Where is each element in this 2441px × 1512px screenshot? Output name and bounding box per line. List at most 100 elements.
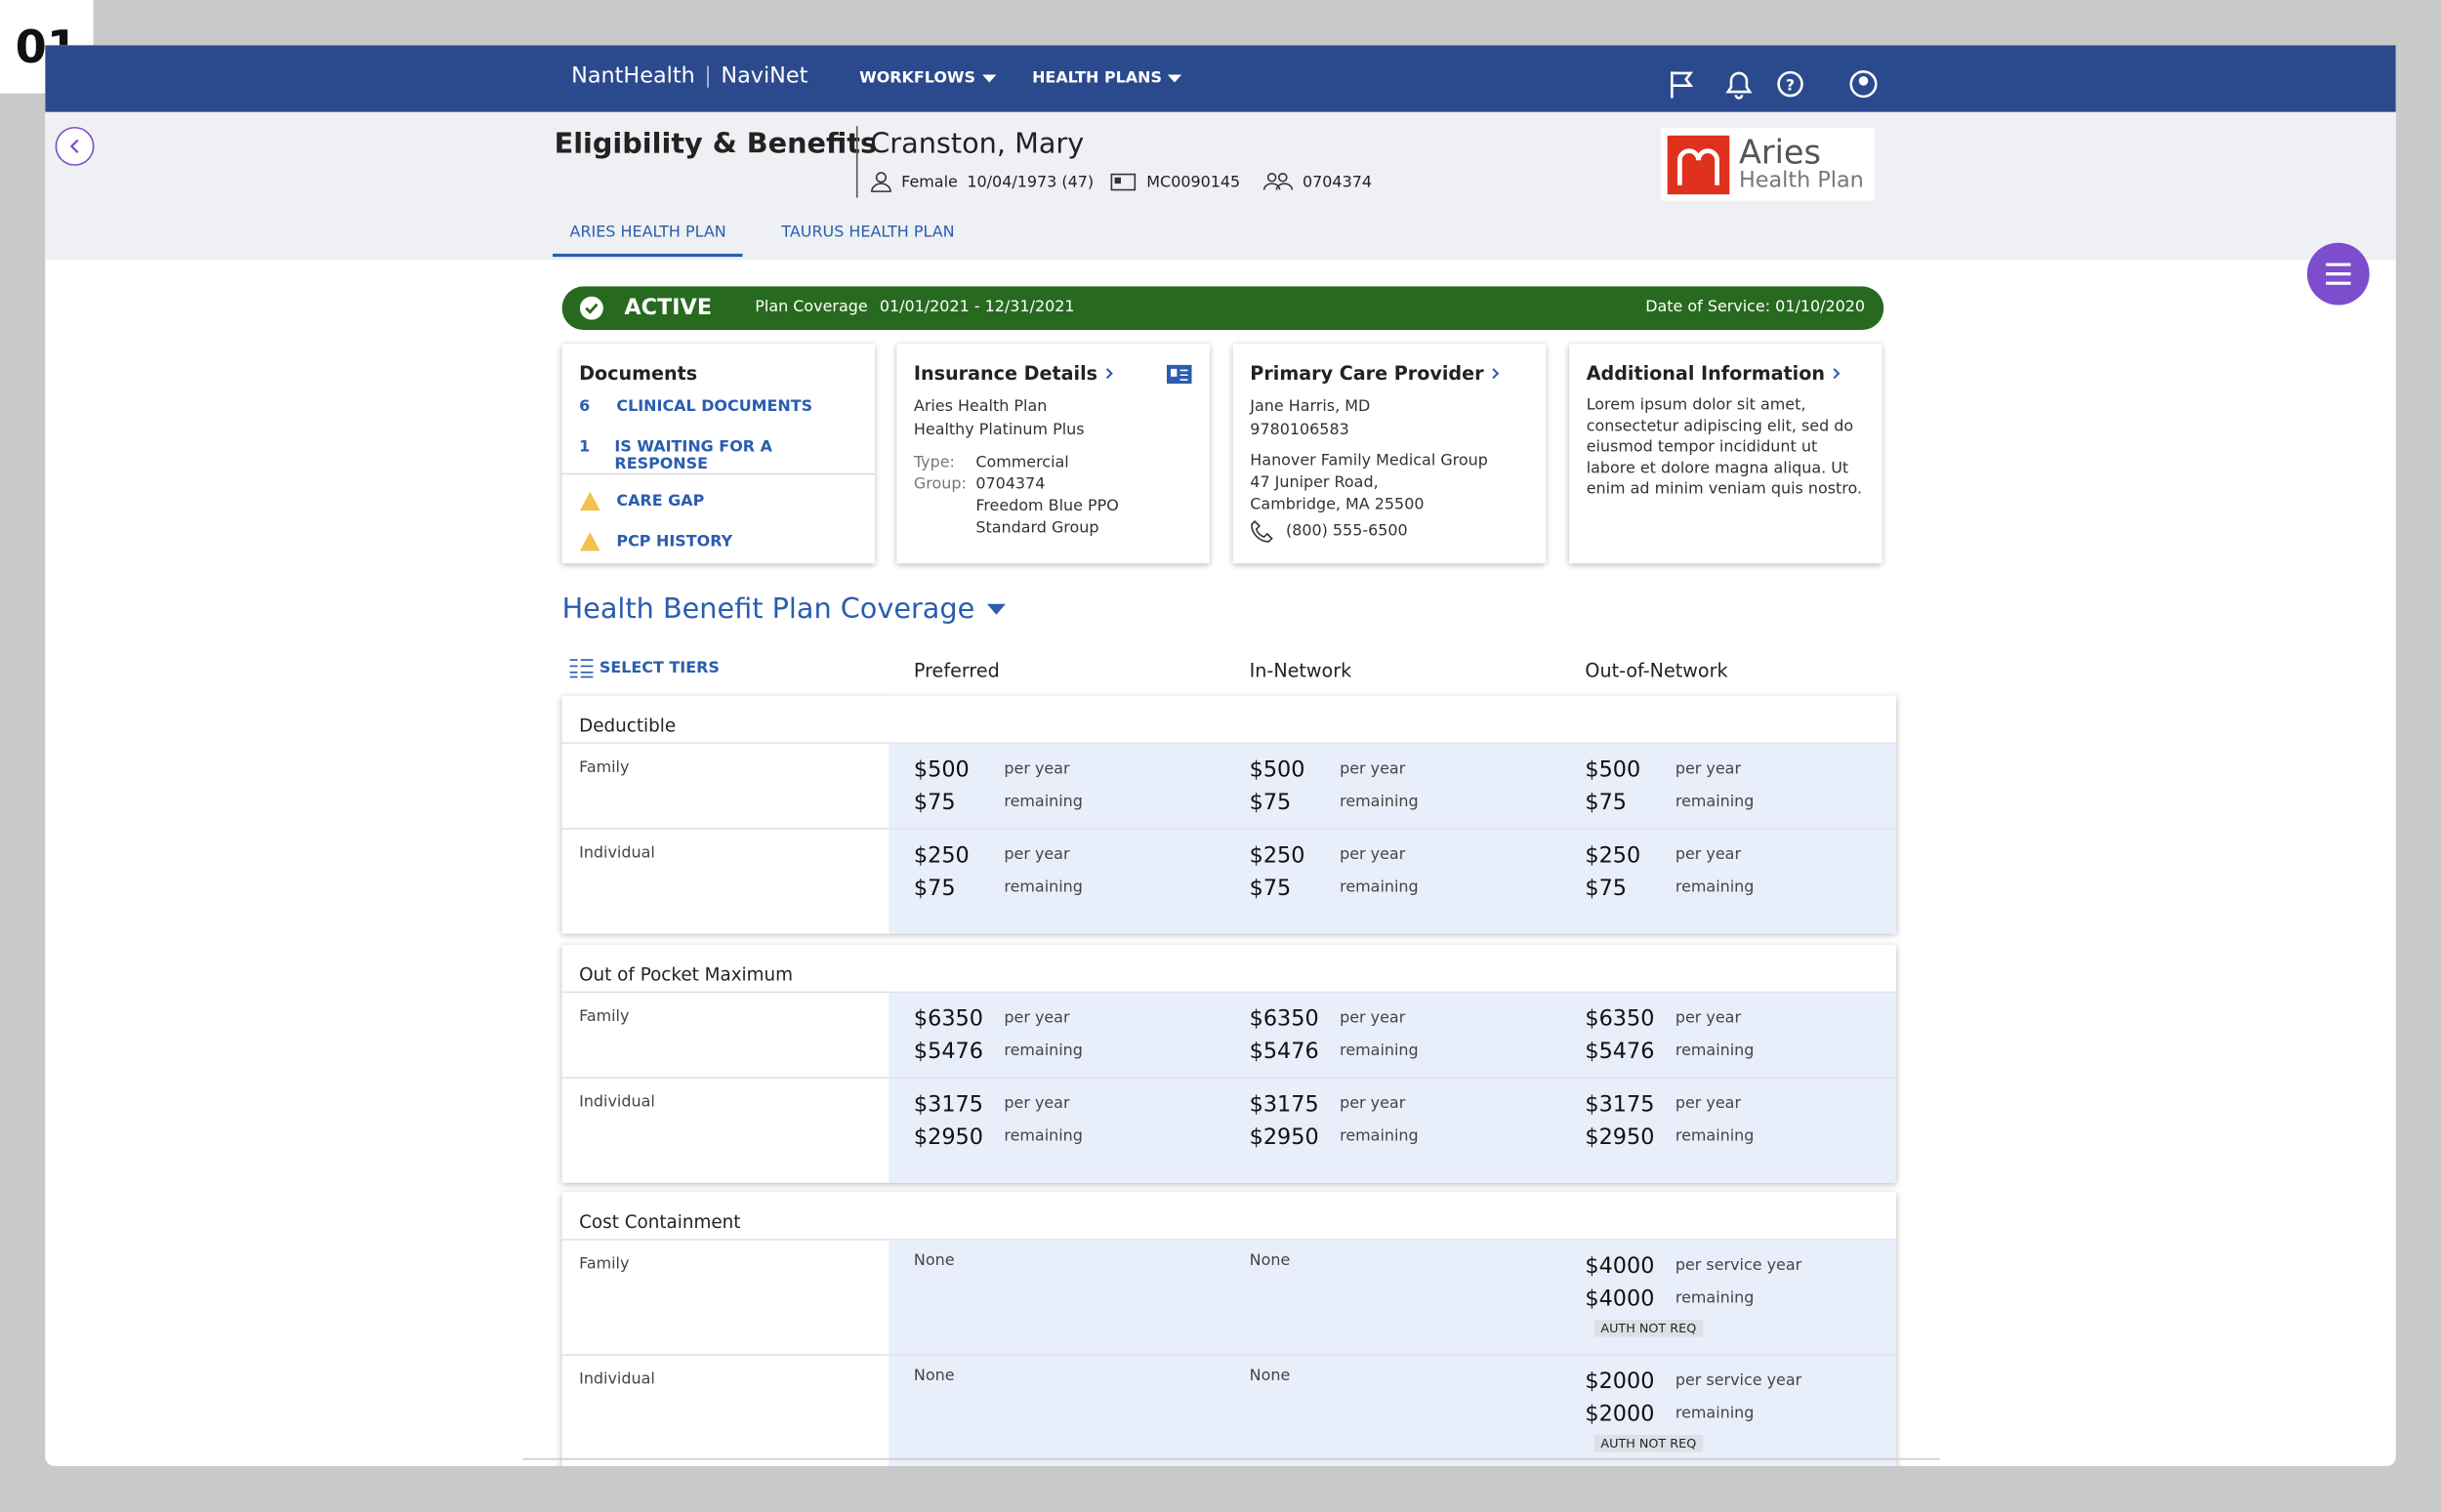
document-count: 6: [579, 398, 591, 416]
bell-icon[interactable]: [1725, 71, 1753, 100]
chevron: [1105, 368, 1113, 380]
amount: $75 remaining: [914, 872, 1200, 904]
amount-value: $75: [1249, 790, 1292, 815]
benefit-cell: None: [1224, 1240, 1560, 1355]
tag-wrap: AUTH NOT REQ: [1585, 1315, 1871, 1337]
select-tiers[interactable]: SELECT TIERS: [569, 658, 720, 678]
amount: $75 remaining: [1250, 786, 1536, 818]
help-icon[interactable]: [1777, 70, 1803, 98]
benefit-section: Deductible Family $500 per year $75 remaining…: [561, 695, 1896, 934]
nav-menu-label: HEALTH PLANS: [1032, 69, 1162, 88]
amount-note: per year: [1675, 1095, 1742, 1113]
section-head: Deductible: [562, 695, 1896, 743]
amount-note: per year: [1675, 846, 1742, 864]
amount-value: $6350: [913, 1005, 983, 1032]
amount: $250 per year: [1250, 838, 1536, 871]
amount-value: $5476: [913, 1039, 983, 1064]
benefit-cell: $250 per year $75 remaining: [1559, 829, 1896, 934]
date-of-service: Date of Service: 01/10/2020: [1645, 299, 1866, 316]
amount-value: $2000: [1585, 1401, 1655, 1427]
amount-value: $2950: [913, 1124, 983, 1150]
back-button[interactable]: [55, 125, 99, 169]
amount-note: remaining: [1340, 1042, 1419, 1060]
cell-text: None: [913, 1252, 955, 1271]
header: Eligibility & Benefits Cranston, Mary Fe…: [45, 111, 2396, 261]
nav-icons: ?: [1671, 70, 1878, 100]
cell-spacer: [1559, 1192, 1896, 1240]
amount-value: $3175: [1585, 1091, 1655, 1117]
cell-text: None: [1249, 1252, 1291, 1271]
amount-value: $6350: [1249, 1005, 1319, 1032]
benefit-row: Family $500 per year $75 remaining $500 per ye…: [561, 742, 1896, 829]
row-label: Individual: [579, 1093, 655, 1112]
page-title: Eligibility & Benefits: [554, 127, 878, 161]
info-card: Additional Information Lorem ipsum dolor …: [1569, 344, 1882, 564]
document-link[interactable]: 1 IS WAITING FOR A RESPONSE: [579, 439, 857, 479]
plan-line: Aries Health Plan: [913, 398, 1048, 416]
dob: 10/04/1973 (47): [967, 173, 1095, 191]
amount-note: per year: [1340, 1095, 1406, 1113]
amount-value: $5476: [1249, 1039, 1319, 1064]
amount: $250 per year: [1585, 838, 1871, 871]
section-title: Cost Containment: [579, 1210, 741, 1233]
amount: $4000 remaining: [1585, 1283, 1871, 1315]
phone-number: (800) 555-6500: [1285, 522, 1408, 541]
nav-menu[interactable]: WORKFLOWS: [859, 69, 996, 88]
amount-note: remaining: [1004, 1127, 1083, 1146]
flag-icon[interactable]: [1671, 71, 1694, 99]
alert-label: CARE GAP: [616, 492, 705, 511]
amount-value: $250: [1249, 842, 1305, 868]
benefit-cell: $3175 per year $2950 remaining: [889, 1078, 1225, 1183]
cell-spacer: [1559, 944, 1896, 992]
benefit-row: Family None None $4000 per service year $4000…: [561, 1239, 1896, 1355]
card-title[interactable]: Additional Information: [1587, 362, 1865, 385]
benefit-cell: $250 per year $75 remaining: [1224, 829, 1560, 934]
page: NantHealth | NaviNet ? WORKFLOWS HEALTH P…: [45, 45, 2396, 1466]
amount-note: remaining: [1675, 1405, 1755, 1423]
card-title[interactable]: Insurance Details: [914, 362, 1192, 385]
benefit-section: Out of Pocket Maximum Family $6350 per year…: [561, 944, 1896, 1183]
alert-link[interactable]: CARE GAP: [579, 481, 857, 521]
coverage-dates: 01/01/2021 - 12/31/2021: [879, 299, 1075, 316]
brand-name: NantHealth: [571, 63, 695, 89]
amount-value: $3175: [1249, 1091, 1319, 1117]
pcp-line: Jane Harris, MD: [1250, 398, 1371, 416]
document-link[interactable]: 6 CLINICAL DOCUMENTS: [579, 398, 857, 438]
profile-icon[interactable]: [1849, 70, 1878, 99]
card-title[interactable]: Primary Care Provider: [1250, 362, 1528, 385]
amount: $75 remaining: [914, 786, 1200, 818]
amount-value: $500: [1585, 756, 1641, 783]
field-values: Commercial: [975, 453, 1192, 474]
menu-fab[interactable]: [2305, 241, 2374, 309]
benefit-row: Individual None None $2000 per service year $…: [561, 1354, 1896, 1466]
coverage-heading[interactable]: Health Benefit Plan Coverage: [562, 593, 1007, 626]
warning-icon: [579, 491, 600, 511]
amount: $5476 remaining: [914, 1035, 1200, 1067]
pcp-phone[interactable]: (800) 555-6500: [1250, 519, 1528, 544]
benefit-cell: $3175 per year $2950 remaining: [1559, 1078, 1896, 1183]
amount-value: $4000: [1585, 1286, 1655, 1312]
card-title-text: Primary Care Provider: [1250, 362, 1484, 385]
tab[interactable]: ARIES HEALTH PLAN: [553, 215, 744, 258]
document-label: IS WAITING FOR A RESPONSE: [614, 438, 772, 473]
rule: [522, 1457, 1940, 1460]
pcp-line: 9780106583: [1250, 422, 1349, 439]
benefit-cell: $500 per year $75 remaining: [889, 744, 1225, 829]
cell-spacer: [1559, 695, 1896, 743]
amount-note: remaining: [1340, 879, 1419, 897]
nav-menu[interactable]: HEALTH PLANS: [1032, 69, 1182, 88]
amount-value: $75: [1585, 875, 1628, 901]
document-label: CLINICAL DOCUMENTS: [616, 398, 813, 416]
chevron: [1492, 368, 1500, 380]
field-values: 0704374 Freedom Blue PPO Standard Group: [975, 474, 1192, 540]
card-title: Documents: [579, 362, 698, 385]
section-head: Out of Pocket Maximum: [562, 944, 1896, 992]
product: NaviNet: [721, 63, 808, 89]
amount-value: $75: [913, 875, 956, 901]
nav-menu-label: WORKFLOWS: [859, 69, 975, 88]
field-value: 0704374: [975, 475, 1046, 494]
alert-link[interactable]: PCP HISTORY: [579, 521, 857, 561]
divider: |: [704, 63, 712, 89]
tab[interactable]: TAURUS HEALTH PLAN: [781, 224, 955, 242]
